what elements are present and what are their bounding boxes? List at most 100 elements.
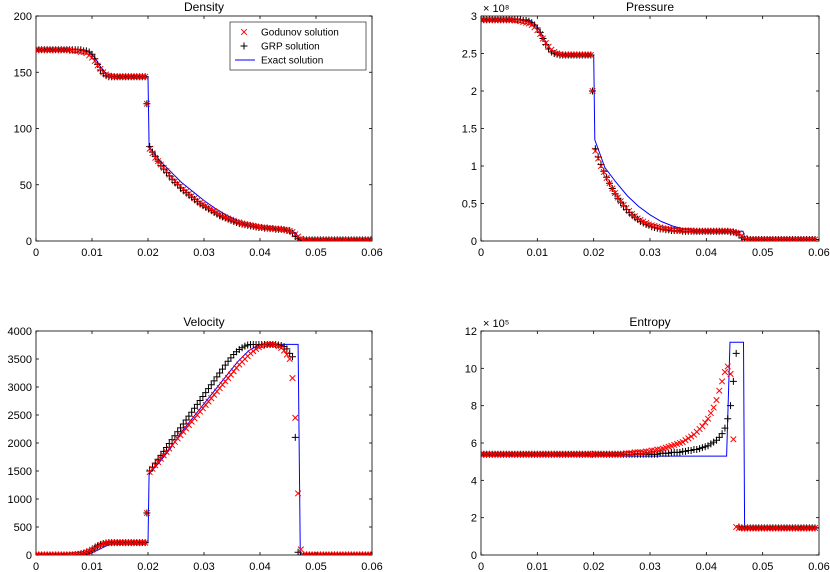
godunov-marker [494,451,502,458]
godunov-marker [52,46,59,53]
x-tick-label: 0.03 [639,247,660,259]
y-tick-label: 0 [26,236,32,248]
godunov-marker [662,225,669,233]
godunov-marker [696,228,703,235]
godunov-marker [597,451,605,458]
godunov-marker [44,551,51,555]
x-tick-label: 0.01 [527,561,548,572]
godunov-marker [320,236,327,241]
godunov-marker [800,236,807,241]
godunov-marker [108,539,115,546]
godunov-marker [744,236,751,241]
godunov-marker [322,236,330,241]
x-tick-label: 0.01 [81,247,102,259]
godunov-marker [297,546,305,553]
grp-marker [594,153,602,161]
godunov-marker [55,46,62,53]
godunov-marker [306,551,313,555]
godunov-marker [702,228,709,235]
y-tick-label: 0.5 [462,199,477,211]
godunov-marker [303,236,310,241]
y-tick-label: 2 [471,86,477,98]
godunov-marker [491,451,499,458]
godunov-marker [503,16,510,23]
grp-marker [721,424,729,432]
x-tick-label: 0.02 [137,247,158,259]
exact-solution-line [481,341,819,529]
godunov-marker [584,451,592,458]
y-tick-label: 1.5 [462,124,477,136]
godunov-marker [806,524,813,532]
godunov-marker [576,51,583,59]
y-tick-label: 3 [471,11,477,23]
grp-marker [216,369,224,377]
godunov-marker [687,433,695,440]
godunov-marker [275,342,282,350]
godunov-marker [780,236,788,241]
godunov-marker [511,451,518,458]
godunov-marker [724,363,731,370]
grp-marker [148,148,156,156]
godunov-marker [671,226,678,233]
godunov-marker [483,16,490,23]
godunov-marker [119,539,126,546]
godunov-marker [631,449,638,456]
godunov-marker [542,39,549,47]
chart-title: Pressure [626,0,674,14]
godunov-marker [66,551,73,555]
godunov-marker [702,419,709,426]
godunov-marker [559,451,566,458]
godunov-marker [668,226,675,233]
godunov-marker [69,47,76,55]
godunov-marker [792,524,799,532]
legend-label: GRP solution [261,42,320,53]
godunov-marker [587,451,595,458]
godunov-marker [114,73,121,80]
godunov-marker [58,551,65,555]
x-tick-label: 0.05 [305,247,326,259]
godunov-marker [800,524,807,532]
x-tick-label: 0.06 [361,561,382,572]
godunov-marker [146,145,153,152]
godunov-marker [38,46,45,53]
godunov-marker [606,180,613,187]
godunov-marker [778,236,785,241]
godunov-marker [690,228,698,235]
godunov-marker [364,551,372,555]
x-tick-label: 0.04 [696,247,717,259]
godunov-marker [91,544,98,552]
godunov-marker [258,224,265,231]
godunov-marker [63,46,70,53]
godunov-marker [676,227,684,234]
godunov-marker [727,370,734,378]
godunov-marker [143,100,151,107]
godunov-marker [122,539,129,546]
godunov-marker [202,202,209,210]
godunov-marker [356,236,363,241]
godunov-marker [367,236,372,241]
godunov-marker [567,51,575,59]
godunov-marker [545,451,552,458]
godunov-marker [114,539,121,546]
godunov-marker [275,226,282,233]
x-tick-label: 0.04 [249,247,270,259]
y-tick-label: 100 [14,124,32,136]
godunov-marker [280,347,288,354]
y-tick-label: 10 [465,363,477,375]
godunov-marker [44,46,51,53]
godunov-marker [797,236,805,241]
godunov-marker [600,451,607,458]
y-tick-label: 0 [471,236,477,248]
y-axis-exponent: × 10⁸ [483,3,509,15]
godunov-marker [136,73,143,80]
godunov-marker [331,236,338,241]
axes-box [480,330,820,556]
godunov-marker [336,551,344,555]
godunov-marker [542,451,549,458]
godunov-marker [783,236,791,241]
godunov-marker [614,451,622,458]
godunov-marker [119,73,126,80]
godunov-marker [348,236,355,241]
godunov-marker [595,451,602,458]
godunov-marker [116,539,124,546]
